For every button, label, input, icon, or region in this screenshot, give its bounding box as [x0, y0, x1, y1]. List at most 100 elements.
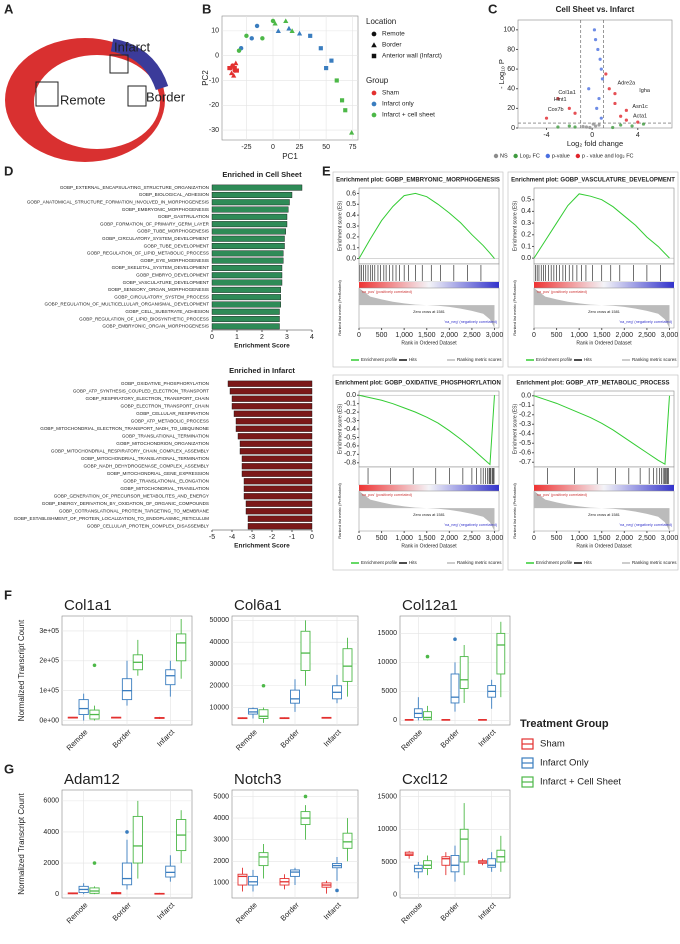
- category-label: GOBP_BIOLOGICAL_ADHESION: [139, 192, 209, 197]
- y-tick-label: 0.3: [521, 220, 531, 227]
- bar: [247, 515, 313, 522]
- box: [165, 865, 176, 878]
- point: [228, 70, 235, 76]
- point: [270, 18, 276, 24]
- y-tick-label: -0.4: [519, 431, 531, 438]
- chart-title: Enrichment plot: GOBP_VASCULATURE_DEVELO…: [511, 178, 675, 184]
- annotation: 'na_neg' (negatively correlated): [619, 523, 672, 527]
- point: [591, 122, 595, 126]
- bar: [211, 206, 289, 213]
- x-tick-label: 0: [532, 535, 536, 542]
- point: [236, 48, 242, 53]
- category-label: GOBP_TUBE_MORPHOGENESIS: [137, 229, 209, 234]
- y-tick-label: 0: [393, 892, 397, 899]
- y-tick-label: 10: [211, 28, 219, 35]
- y-tick-label: -0.3: [519, 421, 531, 428]
- y-axis-label: Normalized Transcript Count: [17, 793, 26, 895]
- y-tick-label: 0: [215, 53, 219, 60]
- category-label: GOBP_REGULATION_OF_LIPID_BIOSYNTHETIC_PR…: [79, 316, 209, 321]
- legend-label: Log₂ FC: [520, 153, 540, 159]
- y-tick-label: 0.3: [346, 223, 356, 230]
- x-axis-label: Rank in Ordered Dataset: [401, 543, 457, 549]
- infarct-region: [110, 38, 169, 91]
- bar: [211, 235, 285, 242]
- legend-marker: [493, 153, 499, 159]
- x-tick-label: 2,500: [638, 535, 656, 542]
- point: [630, 124, 634, 128]
- legend-marker: [371, 101, 377, 107]
- bar: [245, 500, 313, 507]
- box: [121, 678, 133, 701]
- box: [78, 699, 89, 715]
- rank-gradient: [534, 485, 674, 491]
- box: [132, 815, 143, 864]
- point: [611, 125, 615, 130]
- x-tick-label: 3,000: [661, 332, 679, 339]
- x-tick-label: 0: [357, 332, 361, 339]
- legend-label: Sham: [382, 90, 399, 97]
- hits-frame: [358, 466, 500, 486]
- box: [342, 648, 353, 682]
- point: [624, 108, 628, 112]
- y-axis-label: Enrichment score (ES): [337, 201, 343, 252]
- y-tick-label: -0.8: [344, 460, 356, 467]
- legend-label: Border: [382, 42, 402, 49]
- box: [450, 673, 460, 704]
- point: [260, 36, 265, 41]
- bar: [231, 403, 313, 410]
- rank-gradient: [534, 282, 674, 288]
- category-label: GOBP_RESPIRATORY_ELECTRON_TRANSPORT_CHAI…: [86, 396, 209, 401]
- x-tick-label: Border: [439, 900, 462, 923]
- legend-label: Infarct only: [382, 101, 415, 108]
- hits-frame: [358, 263, 500, 283]
- x-tick-label: 1,500: [418, 332, 436, 339]
- legend-label: Hits: [409, 560, 417, 565]
- y-tick-label: 0.2: [521, 232, 531, 239]
- y-tick-label: 0.2: [346, 234, 356, 241]
- y-tick-label: 0.5: [346, 201, 356, 208]
- panel-label: A: [4, 1, 14, 16]
- category-label: GOBP_ATP_METABOLIC_PROCESS: [131, 418, 209, 423]
- x-tick-label: -5: [209, 534, 215, 541]
- x-tick-label: 2,500: [463, 535, 481, 542]
- panel-label: C: [488, 1, 498, 16]
- bar: [211, 264, 283, 271]
- point: [567, 106, 571, 110]
- point: [600, 77, 605, 81]
- y-tick-label: 30000: [210, 661, 230, 668]
- y-tick-label: 0.5: [521, 197, 531, 204]
- legend-label: Ranking metric scores: [457, 357, 502, 362]
- bar: [247, 523, 313, 530]
- bar: [211, 213, 288, 220]
- y-tick-label: -0.6: [344, 443, 356, 450]
- y-tick-label: 6000: [43, 798, 59, 805]
- category-label: GOBP_VASCULATURE_DEVELOPMENT: [123, 280, 210, 285]
- outlier: [92, 861, 97, 865]
- bar: [211, 228, 286, 235]
- legend-label: Hits: [584, 357, 592, 362]
- x-tick-label: Border: [111, 727, 134, 750]
- y-tick-label: 60: [507, 66, 515, 73]
- bar: [211, 199, 290, 206]
- category-label: GOBP_EMBRYONIC_MORPHOGENESIS: [122, 207, 209, 212]
- y-tick-label: 0e+00: [39, 717, 59, 724]
- box: [165, 669, 176, 686]
- category-label: GOBP_REGULATION_OF_MULTICELLULAR_ORGANIS…: [45, 302, 210, 307]
- es-line: [533, 395, 670, 465]
- legend-label: p-value: [552, 153, 570, 159]
- y-tick-label: 5000: [381, 859, 397, 866]
- box: [300, 630, 311, 671]
- x-tick-label: Remote: [65, 900, 90, 925]
- y-tick-label: -10: [209, 77, 219, 84]
- y-tick-label: -0.4: [344, 426, 356, 433]
- chart-title: Enriched in Cell Sheet: [222, 170, 302, 179]
- annotation: 'na_neg' (negatively correlated): [619, 320, 672, 324]
- gene-label: Asn1c: [632, 104, 648, 110]
- x-tick-label: Border: [111, 900, 134, 923]
- x-tick-label: 50: [322, 144, 330, 151]
- x-axis-label: Rank in Ordered Dataset: [576, 543, 632, 549]
- box: [459, 656, 469, 689]
- point: [604, 72, 608, 76]
- y-tick-label: 1000: [213, 880, 229, 887]
- hits-frame: [533, 263, 675, 283]
